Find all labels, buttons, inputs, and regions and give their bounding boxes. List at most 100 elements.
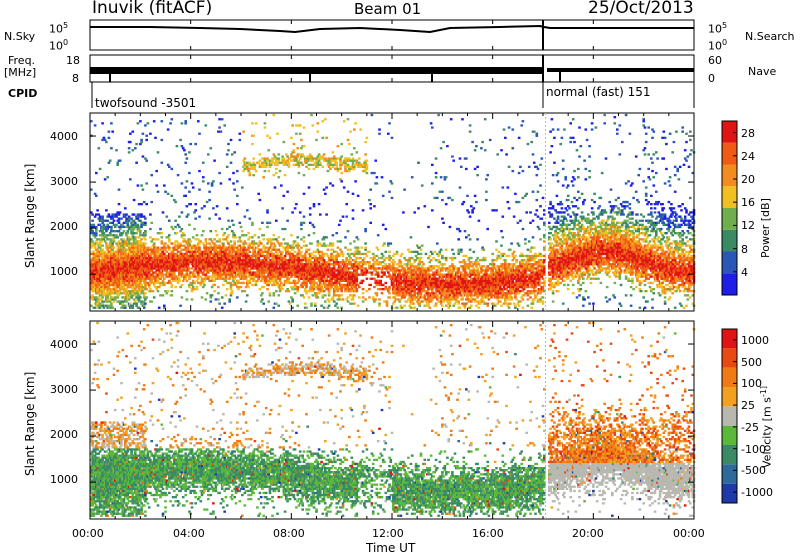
power-cell: [333, 155, 336, 157]
power-cell: [181, 145, 184, 147]
power-cell: [357, 267, 360, 269]
power-cell: [343, 120, 346, 122]
power-cell: [210, 300, 213, 302]
power-cell: [283, 238, 286, 240]
power-cell: [381, 269, 384, 271]
power-cell: [133, 236, 136, 238]
power-cell: [351, 276, 354, 278]
power-cell: [218, 238, 221, 240]
power-cell: [230, 294, 233, 296]
power-cell: [361, 247, 364, 249]
power-cell: [261, 271, 264, 273]
power-cell: [345, 265, 348, 267]
power-cell: [320, 305, 323, 307]
power-cell: [392, 263, 395, 265]
power-cell: [150, 300, 153, 302]
power-cell: [323, 160, 326, 162]
power-cell: [100, 253, 103, 255]
power-cell: [262, 245, 265, 247]
power-cell: [324, 286, 327, 288]
power-cell: [221, 259, 224, 261]
power-cell: [303, 126, 306, 128]
power-cell: [406, 300, 409, 302]
power-cell: [309, 222, 312, 224]
power-cell: [354, 180, 357, 182]
power-cell: [228, 178, 231, 180]
power-cell: [163, 184, 166, 186]
power-cell: [237, 251, 240, 253]
power-cell: [337, 247, 340, 249]
power-cell: [332, 242, 335, 244]
power-cell: [205, 124, 208, 126]
power-cell: [144, 230, 147, 232]
power-cell: [244, 290, 247, 292]
power-cell: [325, 261, 328, 263]
power-cell: [324, 245, 327, 247]
power-cell: [314, 164, 317, 166]
power-cell: [260, 274, 263, 276]
power-cell: [251, 168, 254, 170]
power-cell: [140, 238, 143, 240]
power-cell: [211, 184, 214, 186]
power-cell: [220, 249, 223, 251]
power-cell: [296, 269, 299, 271]
power-cell: [194, 238, 197, 240]
power-cell: [218, 218, 221, 220]
power-cell: [328, 166, 331, 168]
power-cell: [337, 253, 340, 255]
power-cell: [295, 164, 298, 166]
power-cell: [188, 284, 191, 286]
power-cell: [288, 290, 291, 292]
power-cell: [251, 143, 254, 145]
power-cell: [208, 191, 211, 193]
power-cell: [149, 290, 152, 292]
power-cell: [259, 160, 262, 162]
power-cell: [296, 155, 299, 157]
power-cell: [132, 131, 135, 133]
power-cell: [304, 288, 307, 290]
power-cell: [157, 265, 160, 267]
power-cell: [240, 240, 243, 242]
power-cell: [338, 298, 341, 300]
power-cell: [275, 249, 278, 251]
power-cell: [139, 249, 142, 251]
power-cell: [145, 135, 148, 137]
power-cell: [299, 124, 302, 126]
power-cell: [132, 230, 135, 232]
power-cell: [179, 245, 182, 247]
power-cell: [213, 160, 216, 162]
power-cell: [134, 224, 137, 226]
power-cell: [231, 220, 234, 222]
power-cell: [215, 245, 218, 247]
power-cell: [305, 249, 308, 251]
power-cell: [349, 257, 352, 259]
power-cell: [319, 288, 322, 290]
power-cell: [305, 292, 308, 294]
power-cell: [163, 263, 166, 265]
power-cell: [279, 284, 282, 286]
power-cell: [339, 157, 342, 159]
power-cell: [382, 255, 385, 257]
power-cell: [406, 263, 409, 265]
power-cell: [284, 164, 287, 166]
power-cell: [301, 153, 304, 155]
power-cell: [239, 245, 242, 247]
power-cell: [144, 271, 147, 273]
power-cell: [317, 166, 320, 168]
power-cell: [276, 164, 279, 166]
power-cell: [118, 251, 121, 253]
power-cell: [286, 251, 289, 253]
power-cell: [319, 213, 322, 215]
power-cell: [127, 230, 130, 232]
power-cell: [300, 228, 303, 230]
power-cell: [373, 255, 376, 257]
power-cell: [157, 238, 160, 240]
power-cell: [241, 186, 244, 188]
power-cell: [342, 259, 345, 261]
power-cell: [378, 284, 381, 286]
power-cell: [132, 149, 135, 151]
power-cell: [322, 263, 325, 265]
power-cell: [319, 257, 322, 259]
power-cell: [145, 203, 148, 205]
power-cell: [142, 290, 145, 292]
